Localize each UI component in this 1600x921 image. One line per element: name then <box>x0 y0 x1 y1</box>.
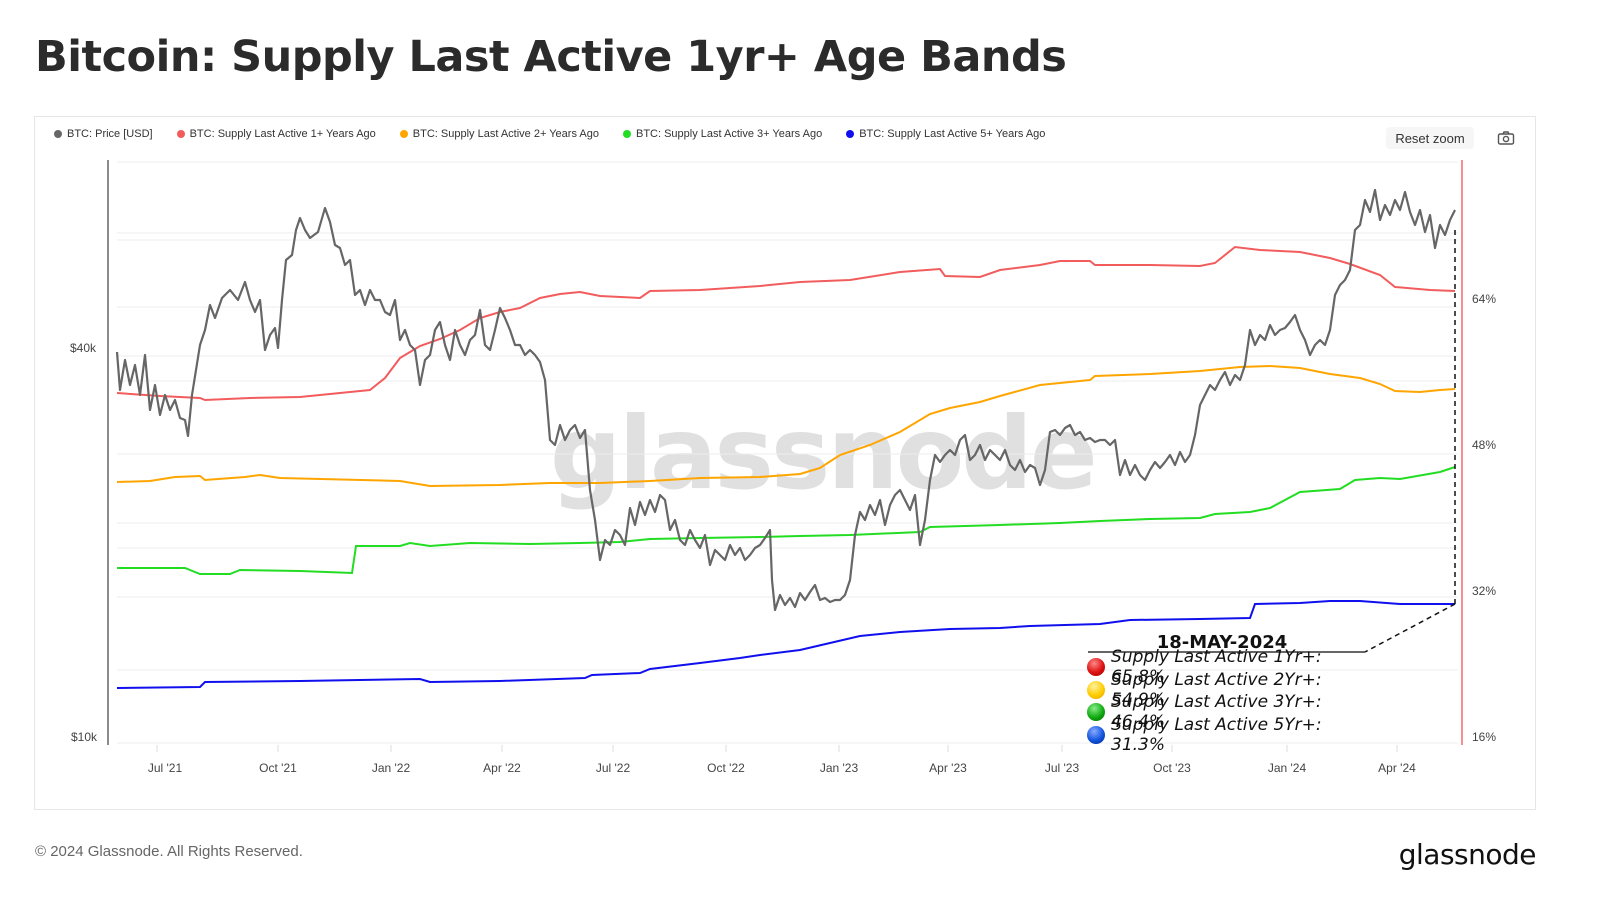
legend-dot-icon <box>399 130 408 138</box>
x-tick: Oct '23 <box>1153 761 1191 775</box>
legend-item-1yr[interactable]: BTC: Supply Last Active 1+ Years Ago <box>176 128 376 140</box>
legend-item-price[interactable]: BTC: Price [USD] <box>54 128 153 140</box>
y-right-tick-64: 64% <box>1472 292 1496 306</box>
legend-label: BTC: Supply Last Active 3+ Years Ago <box>635 128 823 140</box>
annotation-row-3yr: Supply Last Active 3Yr+: 46.4% <box>1087 692 1377 732</box>
legend-label: BTC: Supply Last Active 1+ Years Ago <box>189 128 376 140</box>
x-tick: Jan '22 <box>372 761 411 775</box>
annotation-box: 18-MAY-2024 Supply Last Active 1Yr+: 65.… <box>1087 632 1377 755</box>
chart-title: Bitcoin: Supply Last Active 1yr+ Age Ban… <box>35 32 1067 82</box>
series-1yr-line <box>116 245 1456 402</box>
y-right-tick-32: 32% <box>1472 584 1496 598</box>
x-tick: Oct '22 <box>707 761 745 775</box>
yellow-ball-icon <box>1087 680 1105 699</box>
legend-item-5yr[interactable]: BTC: Supply Last Active 5+ Years Ago <box>846 128 1045 140</box>
annotation-leader-line <box>1364 603 1456 653</box>
x-tick: Jan '24 <box>1268 761 1307 775</box>
legend-dot-icon <box>54 130 62 138</box>
legend-dot-icon <box>622 130 631 138</box>
copyright-text: © 2024 Glassnode. All Rights Reserved. <box>35 843 303 860</box>
annotation-row-1yr: Supply Last Active 1Yr+: 65.8% <box>1087 647 1377 687</box>
legend-item-3yr[interactable]: BTC: Supply Last Active 3+ Years Ago <box>622 128 823 140</box>
annotation-row-2yr: Supply Last Active 2Yr+: 54.9% <box>1087 670 1377 710</box>
reset-zoom-button[interactable]: Reset zoom <box>1386 127 1474 149</box>
legend-dot-icon <box>176 130 185 138</box>
annotation-date: 18-MAY-2024 <box>1156 632 1288 653</box>
x-tick: Apr '24 <box>1378 761 1416 775</box>
annotation-label: Supply Last Active 3Yr+: 46.4% <box>1111 692 1322 733</box>
x-tick: Jan '23 <box>820 761 859 775</box>
series-price-line <box>115 188 1456 612</box>
x-tick: Jul '23 <box>1045 761 1080 775</box>
red-ball-icon <box>1087 658 1105 677</box>
legend-label: BTC: Price [USD] <box>67 128 153 140</box>
x-tick: Apr '22 <box>483 761 521 775</box>
legend-item-2yr[interactable]: BTC: Supply Last Active 2+ Years Ago <box>399 128 599 140</box>
series-2yr-line <box>116 364 1456 488</box>
annotation-label: Supply Last Active 2Yr+: 54.9% <box>1111 669 1322 710</box>
legend-label: BTC: Supply Last Active 5+ Years Ago <box>859 128 1046 140</box>
chart-container <box>34 116 1536 810</box>
y-left-tick-10k: $10k <box>71 730 98 744</box>
x-tick: Jul '22 <box>596 761 631 775</box>
glassnode-logo: glassnode <box>1398 838 1537 871</box>
blue-ball-icon <box>1087 725 1105 744</box>
camera-icon[interactable] <box>1497 130 1515 146</box>
series-5yr-line <box>116 600 1455 689</box>
annotation-label: Supply Last Active 1Yr+: 65.8% <box>1111 647 1322 688</box>
gridlines <box>117 161 1458 744</box>
y-left-tick-40k: $40k <box>70 341 97 355</box>
x-tick: Apr '23 <box>929 761 967 775</box>
x-tick: Oct '21 <box>259 761 297 775</box>
x-tick: Jul '21 <box>148 761 183 775</box>
legend-dot-icon <box>846 130 855 138</box>
green-ball-icon <box>1087 703 1105 722</box>
annotation-label: Supply Last Active 5Yr+: 31.3% <box>1111 714 1322 755</box>
y-right-tick-48: 48% <box>1472 438 1496 452</box>
y-right-tick-16: 16% <box>1472 730 1496 744</box>
series-3yr-line <box>117 466 1456 575</box>
legend-label: BTC: Supply Last Active 2+ Years Ago <box>412 128 599 140</box>
chart-legend: BTC: Price [USD] BTC: Supply Last Active… <box>54 128 1069 140</box>
annotation-row-5yr: Supply Last Active 5Yr+: 31.3% <box>1087 715 1377 755</box>
